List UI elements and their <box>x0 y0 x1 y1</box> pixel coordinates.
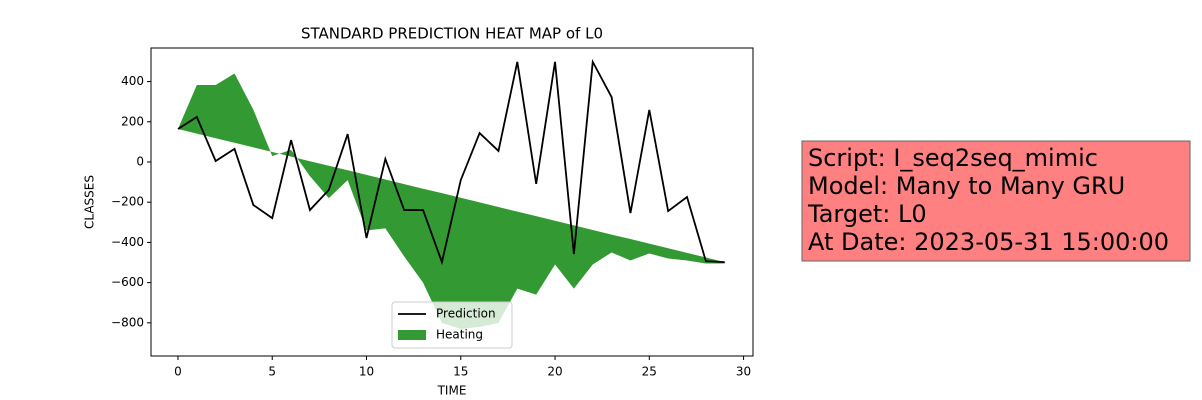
legend-label: Prediction <box>436 307 496 321</box>
x-axis-label: TIME <box>437 384 467 398</box>
y-tick-label: −200 <box>111 195 144 209</box>
y-tick-label: 200 <box>121 114 144 128</box>
y-tick-label: −400 <box>111 235 144 249</box>
annotation-line: At Date: 2023-05-31 15:00:00 <box>808 228 1169 256</box>
x-tick-label: 0 <box>174 365 182 379</box>
y-tick-label: −800 <box>111 315 144 329</box>
y-tick-label: −600 <box>111 275 144 289</box>
y-tick-label: 400 <box>121 74 144 88</box>
x-tick-label: 15 <box>453 365 468 379</box>
legend-swatch <box>398 330 426 340</box>
line <box>177 58 725 266</box>
x-tick-label: 5 <box>268 365 276 379</box>
y-tick-label: 0 <box>136 154 144 168</box>
x-tick-label: 30 <box>736 365 751 379</box>
y-axis-label: CLASSES <box>83 175 97 229</box>
x-tick-label: 20 <box>547 365 562 379</box>
area <box>177 73 725 329</box>
annotation-line: Model: Many to Many GRU <box>808 172 1125 200</box>
x-tick-label: 10 <box>359 365 374 379</box>
chart-title: STANDARD PREDICTION HEAT MAP of L0 <box>301 25 603 43</box>
x-tick-label: 25 <box>642 365 657 379</box>
annotation-line: Target: L0 <box>807 200 927 228</box>
annotation-box <box>801 140 1191 262</box>
legend-label: Heating <box>436 328 483 342</box>
annotation-line: Script: I_seq2seq_mimic <box>808 144 1098 172</box>
